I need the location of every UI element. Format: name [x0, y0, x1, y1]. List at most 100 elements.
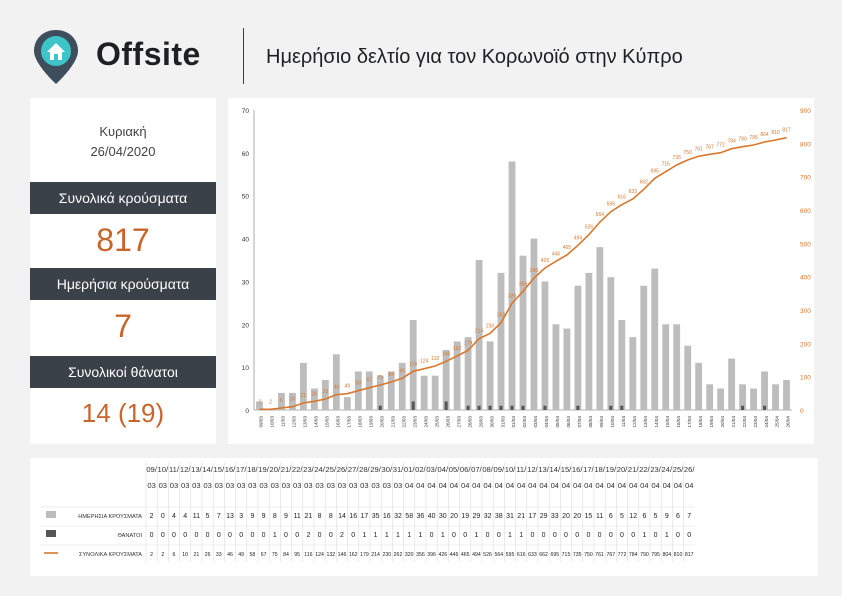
table-cell: 1 — [519, 532, 523, 539]
table-cell: 29 — [473, 513, 481, 520]
table-cell: 0 — [183, 532, 187, 539]
total-cases-data-label: 21 — [301, 393, 307, 399]
x-tick-label: 24/03 — [423, 416, 428, 428]
table-cell: 1 — [407, 532, 411, 539]
table-cell: 21 — [194, 552, 200, 558]
left-tick-label: 70 — [242, 108, 250, 115]
table-cell: 750 — [584, 552, 593, 558]
table-cell: 695 — [550, 552, 559, 558]
table-cell: 9 — [262, 513, 266, 520]
table-cell: 0 — [161, 513, 165, 520]
table-date-day: 22/ — [639, 465, 650, 474]
table-cell: 446 — [450, 552, 459, 558]
table-cell: 6 — [642, 513, 646, 520]
table-date-day: 20/ — [617, 465, 628, 474]
x-tick-label: 11/03 — [281, 416, 286, 428]
table-date-month: 04 — [450, 481, 458, 490]
table-cell: 564 — [494, 552, 503, 558]
data-table-panel: 09/03 10/03 11/03 12/03 13/03 14/03 15/03 16/03… — [30, 458, 818, 576]
table-date-month: 03 — [349, 481, 357, 490]
total-cases-data-label: 26 — [312, 391, 318, 397]
table-date-month: 03 — [203, 481, 211, 490]
table-cell: 14 — [338, 513, 346, 520]
table-cell: 1 — [374, 532, 378, 539]
table-cell: 49 — [238, 552, 244, 558]
total-cases-data-label: 396 — [530, 268, 539, 274]
x-tick-label: 17/04 — [687, 416, 692, 428]
report-date: 26/04/2020 — [90, 144, 156, 159]
table-cell: 46 — [227, 552, 233, 558]
table-date-month: 03 — [215, 481, 223, 490]
deaths-bar — [411, 401, 415, 410]
total-cases-data-label: 784 — [727, 139, 736, 145]
table-date-day: 14/ — [202, 465, 213, 474]
deaths-bar — [609, 405, 613, 410]
table-cell: 0 — [161, 532, 165, 539]
table-date-day: 17/ — [236, 465, 247, 474]
table-cell: 38 — [495, 513, 503, 520]
deaths-bar — [543, 405, 547, 410]
table-cell: 0 — [620, 532, 624, 539]
total-cases-data-label: 67 — [367, 378, 373, 384]
table-cell: 0 — [586, 532, 590, 539]
table-cell: 1 — [642, 532, 646, 539]
table-date-month: 04 — [495, 481, 503, 490]
table-cell: 0 — [654, 532, 658, 539]
daily-cases-bar — [761, 371, 768, 410]
daily-cases-bar — [343, 397, 351, 410]
table-cell: 761 — [595, 552, 604, 558]
house-pin-icon — [34, 30, 78, 84]
total-cases-data-label: 46 — [334, 385, 340, 391]
daily-cases-bar — [365, 371, 373, 410]
x-tick-label: 25/04 — [775, 416, 780, 428]
table-cell: 116 — [304, 552, 312, 558]
table-date-month: 04 — [427, 481, 435, 490]
table-date-month: 04 — [439, 481, 447, 490]
table-date-day: 05/ — [449, 465, 460, 474]
total-cases-data-label: 715 — [662, 162, 671, 168]
x-tick-label: 21/04 — [731, 416, 736, 428]
table-cell: 7 — [217, 513, 221, 520]
table-date-month: 04 — [651, 481, 659, 490]
table-cell: 0 — [217, 532, 221, 539]
table-cell: 1 — [273, 532, 277, 539]
table-date-day: 01/ — [404, 465, 415, 474]
total-cases-data-label: 426 — [541, 258, 550, 264]
table-date-month: 03 — [170, 481, 178, 490]
table-cell: 124 — [315, 552, 324, 558]
x-tick-label: 15/04 — [665, 416, 670, 428]
table-cell: 33 — [551, 513, 559, 520]
deaths-bar — [499, 405, 503, 410]
total-cases-data-label: 6 — [280, 398, 283, 404]
total-cases-data-label: 230 — [486, 323, 495, 329]
table-cell: 8 — [329, 513, 333, 520]
left-tick-label: 40 — [242, 237, 250, 244]
table-cell: 1 — [396, 532, 400, 539]
total-cases-data-label: 750 — [684, 150, 693, 156]
table-cell: 2 — [161, 552, 164, 558]
table-date-day: 25/ — [673, 465, 684, 474]
daily-cases-bar — [278, 392, 285, 410]
table-date-month: 04 — [506, 481, 514, 490]
table-cell: 0 — [452, 532, 456, 539]
table-cell: 1 — [665, 532, 669, 539]
table-date-day: 22/ — [292, 465, 303, 474]
daily-cases-bar — [475, 260, 483, 410]
table-date-month: 03 — [360, 481, 368, 490]
table-cell: 15 — [585, 513, 593, 520]
table-cell: 772 — [618, 552, 627, 558]
x-tick-label: 20/04 — [720, 416, 725, 428]
table-cell: 20 — [562, 513, 570, 520]
x-tick-label: 17/03 — [347, 416, 352, 428]
daily-cases-bar — [486, 341, 494, 410]
x-tick-label: 12/04 — [632, 416, 637, 428]
x-tick-label: 18/03 — [358, 416, 363, 428]
table-cell: 0 — [228, 532, 232, 539]
table-cell: 0 — [194, 532, 198, 539]
table-date-month: 03 — [315, 481, 323, 490]
x-tick-label: 29/03 — [478, 416, 483, 428]
daily-cases-bar — [717, 388, 725, 410]
deaths-bar — [477, 405, 481, 410]
table-cell: 5 — [206, 513, 210, 520]
table-date-day: 11/ — [169, 465, 180, 474]
